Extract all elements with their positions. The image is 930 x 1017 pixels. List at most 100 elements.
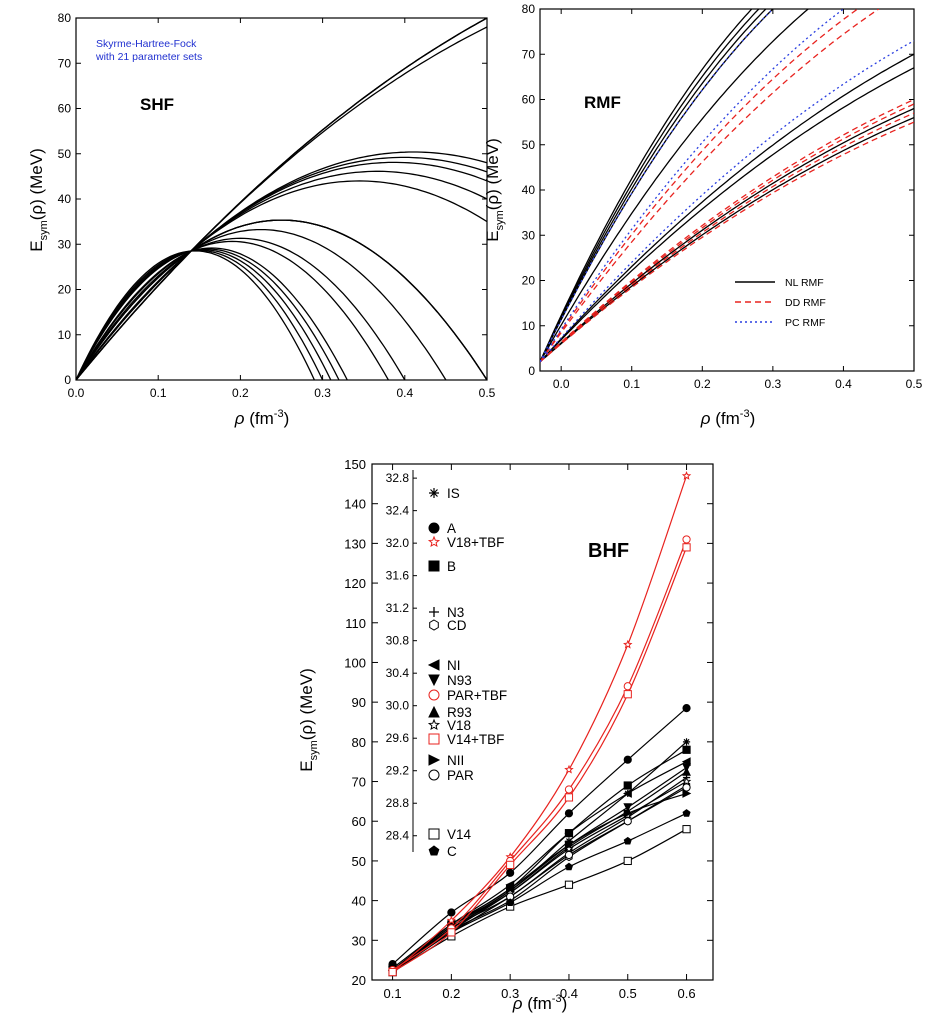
y-tick-label: 60 [352, 814, 366, 829]
data-marker [624, 756, 631, 763]
y-tick-label: 40 [58, 192, 72, 206]
legend-label: N93 [447, 673, 472, 688]
bhf-plot-frame [372, 464, 713, 980]
y-tick-label: 30 [352, 933, 366, 948]
data-marker [683, 472, 690, 479]
shf-curve [76, 251, 487, 956]
inset-tick-label: 31.6 [386, 569, 410, 583]
rmf-curve-dd-rmf [540, 100, 914, 362]
inset-tick-label: 29.2 [386, 764, 410, 778]
inset-tick-label: 30.8 [386, 634, 410, 648]
y-tick-label: 80 [58, 11, 72, 25]
y-tick-label: 40 [352, 894, 366, 909]
legend-label: CD [447, 618, 467, 633]
rmf-curve-nl-rmf [540, 9, 773, 362]
x-tick-label: 0.5 [906, 377, 923, 391]
shf-annotation-line-1: Skyrme-Hartree-Fock [96, 38, 197, 50]
x-tick-label: 0.2 [442, 986, 460, 1001]
shf-curve [76, 220, 487, 380]
data-marker [429, 537, 439, 546]
shf-curve [76, 248, 487, 792]
x-tick-label: 0.2 [232, 386, 249, 400]
shf-curve [76, 220, 487, 380]
data-marker [624, 691, 631, 698]
data-marker [429, 488, 439, 498]
legend-label: V18 [447, 718, 471, 733]
y-tick-label: 50 [58, 147, 72, 161]
shf-curve [76, 250, 487, 895]
y-tick-label: 80 [352, 735, 366, 750]
data-marker [683, 738, 690, 745]
y-tick-label: 70 [522, 47, 536, 61]
inset-tick-label: 32.8 [386, 471, 410, 485]
rmf-curve-dd-rmf [540, 9, 879, 362]
y-tick-label: 20 [58, 283, 72, 297]
legend-label: DD RMF [785, 297, 826, 309]
inset-tick-label: 30.0 [386, 699, 410, 713]
shf-curve [76, 18, 487, 380]
data-marker [429, 523, 439, 533]
y-tick-label: 70 [58, 56, 72, 70]
shf-y-axis-label: Esym(ρ) (MeV) [27, 148, 50, 252]
x-tick-label: 0.3 [314, 386, 331, 400]
shf-curve [76, 18, 487, 380]
rmf-curve-nl-rmf [540, 9, 752, 362]
data-marker [448, 909, 455, 916]
data-marker [624, 818, 631, 825]
y-tick-label: 0 [64, 373, 71, 387]
data-marker [565, 881, 572, 888]
x-tick-label: 0.1 [623, 377, 640, 391]
x-tick-label: 0.1 [150, 386, 167, 400]
x-tick-label: 0.0 [553, 377, 570, 391]
data-marker [566, 863, 573, 870]
y-tick-label: 50 [352, 854, 366, 869]
data-marker [565, 794, 572, 801]
legend-label: NL RMF [785, 277, 824, 289]
data-marker [565, 851, 572, 858]
data-marker [429, 690, 439, 700]
rmf-curve-nl-rmf [540, 9, 808, 362]
rmf-panel-label: RMF [584, 93, 621, 112]
data-marker [683, 826, 690, 833]
x-tick-label: 0.6 [678, 986, 696, 1001]
shf-curve [76, 157, 487, 380]
data-marker [429, 720, 439, 729]
data-marker [429, 734, 439, 744]
shf-curve [76, 249, 487, 841]
shf-curve [76, 220, 487, 380]
data-marker [429, 707, 439, 717]
data-marker [429, 607, 439, 617]
legend-label: C [447, 844, 457, 859]
legend-label: NII [447, 753, 464, 768]
shf-curve [76, 230, 487, 455]
rmf-curve-dd-rmf [540, 113, 914, 362]
y-tick-label: 90 [352, 695, 366, 710]
data-marker [683, 810, 690, 817]
data-marker [683, 544, 690, 551]
y-tick-label: 60 [522, 93, 536, 107]
bhf-series-par-tbf [389, 536, 690, 974]
legend-label: NI [447, 658, 461, 673]
y-tick-label: 30 [522, 228, 536, 242]
inset-tick-label: 29.6 [386, 731, 410, 745]
legend-label: PAR [447, 768, 474, 783]
data-marker [683, 784, 690, 791]
inset-tick-label: 32.0 [386, 536, 410, 550]
data-marker [565, 810, 572, 817]
legend-label: IS [447, 486, 460, 501]
rmf-curve-nl-rmf [540, 9, 759, 362]
y-tick-label: 150 [344, 457, 366, 472]
data-marker [507, 861, 514, 868]
shf-plot-frame [76, 18, 487, 380]
data-marker [429, 829, 439, 839]
rmf-legend: NL RMF DD RMF PC RMF [735, 277, 826, 329]
rmf-curve-nl-rmf [540, 118, 914, 362]
y-tick-label: 20 [352, 973, 366, 988]
data-marker [683, 705, 690, 712]
y-tick-label: 20 [522, 274, 536, 288]
y-tick-label: 10 [58, 328, 72, 342]
y-tick-label: 140 [344, 497, 366, 512]
x-tick-label: 0.2 [694, 377, 711, 391]
